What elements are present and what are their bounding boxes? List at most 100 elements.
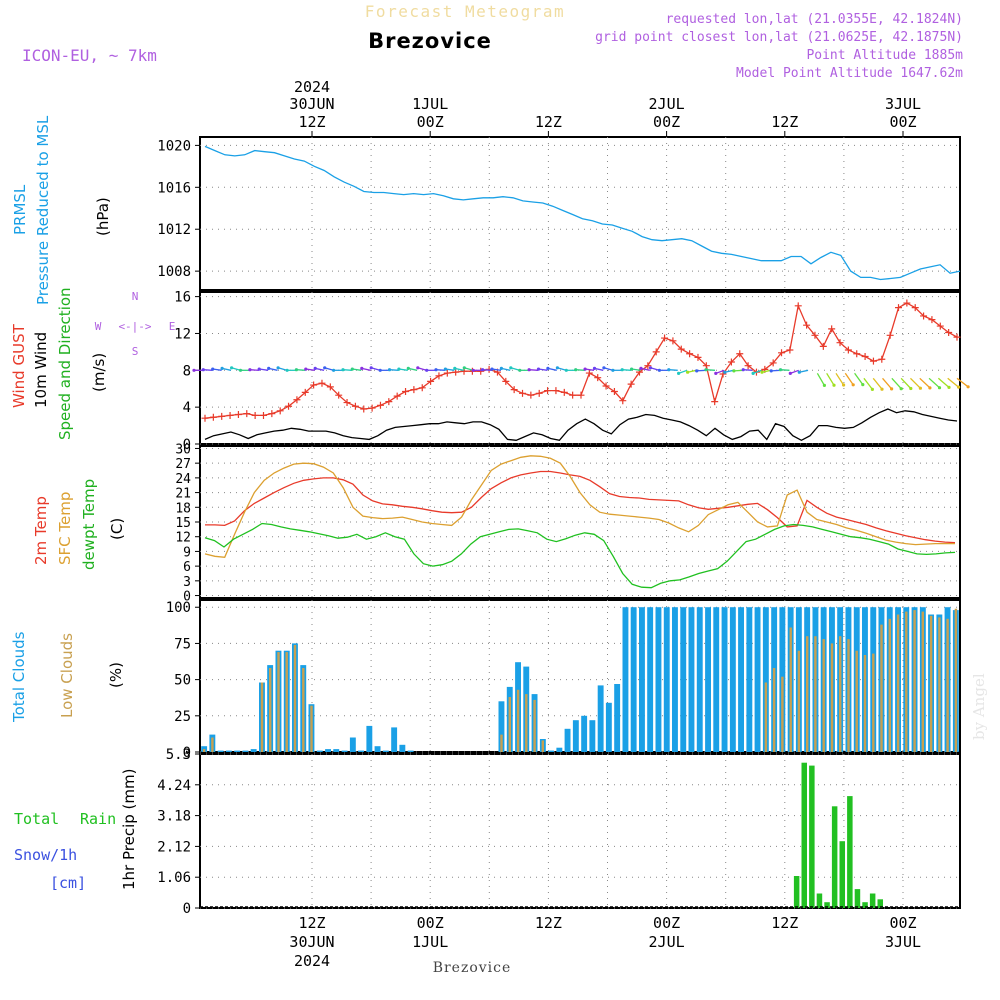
wind-direction-arrowhead [861, 383, 865, 387]
gust-point [218, 412, 226, 420]
gust-point [619, 397, 627, 405]
gust-point [301, 388, 309, 396]
precip-ytick-label: 0 [183, 901, 191, 917]
pressure-label-a: PRMSL [11, 184, 29, 235]
panel-frames [199, 131, 961, 909]
temperature-ytick-label: 9 [183, 545, 191, 560]
gust-point [402, 387, 410, 395]
total-cloud-bar [746, 607, 753, 752]
total-cloud-bar [754, 607, 761, 752]
bottom-time-label: 1JUL [412, 933, 448, 951]
pressure-line [204, 145, 961, 281]
footer-location: Brezovice [433, 960, 512, 976]
compass-mid: <-|-> [118, 320, 151, 333]
rain-bar [869, 893, 876, 908]
gust-point [376, 401, 384, 409]
wind-direction-arrow [835, 372, 845, 386]
gust-point [694, 353, 702, 361]
gust-point [326, 383, 334, 391]
gust-point [544, 387, 552, 395]
gust-point [368, 404, 376, 412]
total-cloud-bar [382, 750, 389, 752]
gust-point [953, 333, 961, 341]
gust-point [803, 321, 811, 329]
wind-ytick-label: 8 [183, 363, 191, 379]
wind-direction-arrowhead [518, 368, 522, 372]
clouds-label-low: Low Clouds [58, 633, 76, 718]
gust-point [844, 346, 852, 354]
gust-point [594, 374, 602, 382]
compass-rose: N W E S <-|-> [95, 290, 176, 358]
clouds-ytick-label: 50 [174, 673, 191, 689]
location-title: Brezovice [368, 29, 492, 53]
low-cloud-bar [954, 608, 958, 752]
wind-direction-arrowhead [880, 387, 884, 391]
precip-frame [199, 753, 961, 909]
wind-direction-arrowhead [267, 366, 271, 370]
total-cloud-bar [316, 750, 323, 752]
wind-direction-arrowhead [481, 368, 485, 372]
total-cloud-bar [333, 749, 340, 752]
gust-point [569, 391, 577, 399]
wind-direction-arrowhead [966, 385, 970, 389]
temperature-ytick-label: 27 [175, 457, 191, 472]
low-cloud-bar [302, 668, 305, 752]
gust-point [853, 350, 861, 358]
bottom-time-label: 00Z [653, 914, 680, 932]
gust-point [293, 396, 301, 404]
pressure-ytick-label: 1020 [157, 138, 191, 154]
gust-point [519, 389, 527, 397]
low-cloud-bar [814, 636, 817, 752]
wind-direction-arrowhead [797, 370, 801, 374]
wind-direction-arrowhead [769, 369, 773, 373]
bottom-time-label: 00Z [889, 914, 916, 932]
low-cloud-bar [772, 668, 776, 752]
temperature-ytick-label: 18 [175, 501, 191, 516]
low-cloud-bar [888, 618, 891, 752]
rain-bar [801, 762, 807, 908]
total-cloud-bar [341, 750, 348, 752]
wind-direction-arrowhead [620, 368, 624, 372]
wind-direction-arrowhead [211, 367, 215, 371]
wind-direction-arrowhead [822, 383, 827, 387]
clouds-ytick-label: 75 [174, 636, 191, 652]
gust-point [335, 391, 343, 399]
gust-point [928, 316, 936, 324]
wind-direction-arrowhead [397, 367, 401, 371]
wind-direction-arrow [826, 372, 835, 386]
low-cloud-bar [508, 697, 511, 752]
total-cloud-bar [391, 727, 398, 752]
wind-direction-arrowhead [387, 368, 392, 372]
gust-point [285, 402, 293, 410]
wind-direction-arrowhead [899, 387, 903, 391]
low-cloud-bar [905, 611, 908, 752]
top-time-label: 30JUN [289, 95, 334, 113]
wind-direction-arrowhead [555, 366, 560, 370]
wind-direction-arrow [928, 377, 940, 389]
total-cloud-bar [358, 750, 364, 752]
wind-direction-arrowhead [406, 366, 410, 370]
clouds-unit: (%) [107, 662, 125, 688]
total-cloud-bar [672, 607, 678, 752]
total-cloud-bar [589, 720, 596, 752]
temperature-ytick-label: 6 [183, 560, 191, 575]
temperature-ytick-label: 21 [175, 487, 191, 502]
point-altitude: Point Altitude 1885m [806, 48, 963, 63]
wind-direction-arrowhead [583, 367, 587, 371]
wind-label-speed-dir: Speed and Direction [56, 287, 74, 440]
bottom-time-label: 00Z [417, 914, 444, 932]
total-cloud-bar [597, 685, 604, 752]
wind-direction-arrowhead [304, 367, 308, 371]
top-time-label: 2JUL [649, 95, 685, 113]
top-time-label: 12Z [535, 113, 562, 131]
low-cloud-bar [847, 639, 850, 752]
low-cloud-bar [310, 705, 313, 752]
total-cloud-bar [713, 607, 720, 752]
total-cloud-bar [374, 746, 381, 752]
low-cloud-bar [938, 617, 941, 752]
precip-ytick-label: 2.12 [157, 839, 191, 855]
wind-direction-arrowhead [870, 387, 875, 391]
wind-direction-arrowhead [220, 366, 224, 370]
rain-bar [854, 889, 861, 908]
gust-point [602, 382, 610, 390]
